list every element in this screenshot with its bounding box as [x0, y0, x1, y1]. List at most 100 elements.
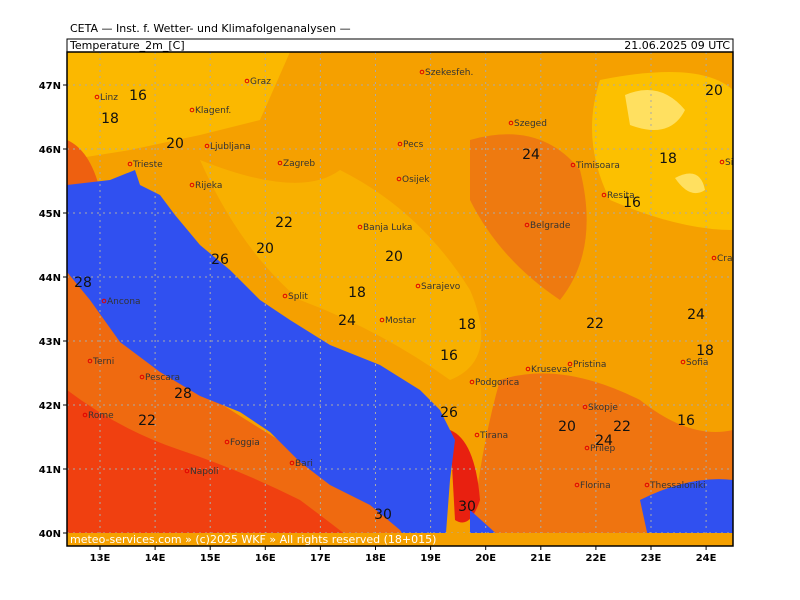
city-marker — [525, 366, 531, 372]
city-label: Sibiu — [725, 158, 747, 168]
hot-zone — [450, 430, 480, 523]
city-label: Thessaloniki — [649, 481, 706, 491]
panel-title: Temperature_2m_[C] — [69, 39, 185, 52]
cities: Linz Graz Szekesfeh. Klagenf. Szeged Pecs Ljub… — [82, 68, 751, 491]
city-marker — [244, 78, 250, 84]
city-marker — [87, 358, 93, 364]
city-label: Pristina — [573, 360, 606, 370]
contour-label: 30 — [458, 499, 476, 515]
contour-label: 24 — [522, 147, 540, 163]
city-marker — [644, 482, 650, 488]
city-label: Bari — [295, 459, 313, 469]
contour-label: 16 — [440, 348, 458, 364]
city-label: Rome — [88, 411, 114, 421]
city-label: Graz — [250, 77, 271, 87]
contour-label: 16 — [677, 413, 695, 429]
city-label: Krusevac — [531, 365, 572, 375]
contour-label: 28 — [74, 275, 92, 291]
city-marker — [469, 379, 475, 385]
cool-zone — [625, 90, 685, 130]
city-marker — [189, 182, 195, 188]
city-marker — [101, 298, 107, 304]
city-marker — [379, 317, 385, 323]
contour-label: 18 — [348, 285, 366, 301]
frame — [66, 51, 734, 547]
city-label: Osijek — [402, 175, 430, 185]
city-label: Tirana — [479, 431, 508, 441]
city-marker — [397, 141, 403, 147]
lon-label: 22E — [586, 553, 607, 564]
lat-label: 42N — [39, 401, 61, 412]
contour-label: 18 — [696, 343, 714, 359]
city-label: Resita — [607, 191, 635, 201]
city-label: Banja Luka — [363, 223, 412, 233]
contour-label: 24 — [338, 313, 356, 329]
footer: meteo-services.com » (c)2025 WKF » All r… — [70, 533, 436, 546]
footer-bar — [67, 533, 733, 546]
lon-label: 20E — [475, 553, 496, 564]
contour-label: 26 — [211, 252, 229, 268]
warm-zone — [67, 52, 290, 160]
contour-label: 18 — [101, 111, 119, 127]
contour-label: 18 — [659, 151, 677, 167]
city-marker — [584, 445, 590, 451]
axes: 13E 14E 15E 16E 17E 18E 19E 20E 21E 22E 23E 24E 47N 4… — [39, 81, 717, 564]
city-label: Szeged — [514, 119, 547, 129]
city-marker — [570, 162, 576, 168]
lat-label: 40N — [39, 529, 61, 540]
city-label: Sofia — [686, 358, 708, 368]
city-marker — [680, 359, 686, 365]
city-marker — [224, 439, 230, 445]
city-marker — [184, 468, 190, 474]
cool-zone — [675, 173, 705, 194]
contour-label: 18 — [458, 317, 476, 333]
hot-zone — [67, 140, 100, 190]
lat-label: 46N — [39, 145, 61, 156]
contour-label: 20 — [558, 419, 576, 435]
city-label: Trieste — [132, 160, 163, 170]
city-marker — [94, 94, 100, 100]
city-marker — [574, 482, 580, 488]
city-label: Szekesfeh. — [425, 68, 473, 78]
warm-zone — [200, 160, 482, 380]
lon-label: 16E — [255, 553, 276, 564]
lon-label: 19E — [420, 553, 441, 564]
contour-label: 16 — [623, 195, 641, 211]
city-label: Pescara — [145, 373, 180, 383]
lon-label: 23E — [641, 553, 662, 564]
city-marker — [474, 432, 480, 438]
city-label: Pecs — [403, 140, 424, 150]
lon-label: 18E — [365, 553, 386, 564]
header-title: CETA — Inst. f. Wetter- und Klimafolgena… — [70, 22, 351, 35]
city-marker — [289, 460, 295, 466]
grid — [67, 52, 733, 546]
city-label: Mostar — [385, 316, 416, 326]
city-marker — [82, 412, 88, 418]
city-label: Zagreb — [283, 159, 315, 169]
city-marker — [601, 192, 607, 198]
map-area: Linz Graz Szekesfeh. Klagenf. Szeged Pecs Ljub… — [67, 52, 751, 546]
lon-label: 17E — [310, 553, 331, 564]
city-label: Sarajevo — [421, 282, 461, 292]
city-marker — [582, 404, 588, 410]
city-marker — [508, 120, 514, 126]
sea — [640, 479, 733, 546]
contour-label: 20 — [256, 241, 274, 257]
city-marker — [282, 293, 288, 299]
city-marker — [189, 107, 195, 113]
city-label: Linz — [100, 93, 118, 103]
contour-label: 22 — [275, 215, 293, 231]
city-label: Klagenf. — [195, 106, 231, 116]
city-label: Ljubljana — [210, 142, 251, 152]
city-marker — [396, 176, 402, 182]
city-marker — [419, 69, 425, 75]
lon-label: 21E — [530, 553, 551, 564]
hot-zone — [67, 390, 360, 546]
contour-label: 26 — [440, 405, 458, 421]
city-label: Ancona — [107, 297, 141, 307]
city-label: Craiova — [717, 254, 751, 264]
contour-label: 24 — [687, 307, 705, 323]
contour-label: 28 — [174, 386, 192, 402]
city-label: Belgrade — [530, 221, 571, 231]
